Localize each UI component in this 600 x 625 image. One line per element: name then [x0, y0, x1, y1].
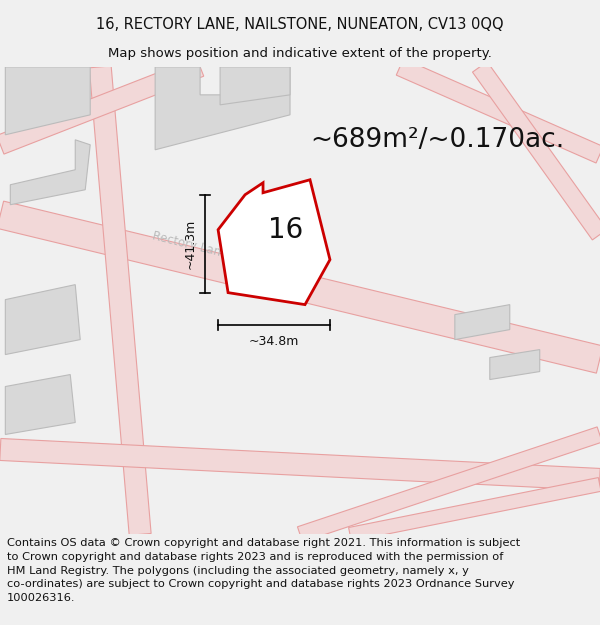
- Polygon shape: [10, 140, 90, 205]
- Polygon shape: [220, 67, 290, 105]
- Text: Contains OS data © Crown copyright and database right 2021. This information is : Contains OS data © Crown copyright and d…: [7, 538, 520, 602]
- Text: Map shows position and indicative extent of the property.: Map shows position and indicative extent…: [108, 47, 492, 60]
- Polygon shape: [5, 284, 80, 354]
- Text: ~689m²/~0.170ac.: ~689m²/~0.170ac.: [310, 127, 564, 152]
- Text: 16: 16: [268, 216, 303, 244]
- Text: ~34.8m: ~34.8m: [249, 334, 299, 348]
- Polygon shape: [0, 439, 600, 491]
- Polygon shape: [89, 66, 151, 535]
- Polygon shape: [298, 427, 600, 542]
- Text: Rectory Lane: Rectory Lane: [151, 229, 229, 261]
- Polygon shape: [349, 478, 600, 541]
- Polygon shape: [472, 62, 600, 240]
- Text: ~41.3m: ~41.3m: [184, 219, 197, 269]
- Text: 16, RECTORY LANE, NAILSTONE, NUNEATON, CV13 0QQ: 16, RECTORY LANE, NAILSTONE, NUNEATON, C…: [96, 17, 504, 32]
- Polygon shape: [455, 304, 510, 339]
- Polygon shape: [490, 349, 540, 379]
- Polygon shape: [5, 67, 90, 135]
- Polygon shape: [0, 58, 204, 154]
- Polygon shape: [155, 67, 290, 150]
- Polygon shape: [218, 180, 330, 304]
- Polygon shape: [396, 59, 600, 163]
- Polygon shape: [5, 374, 75, 434]
- Polygon shape: [0, 201, 600, 373]
